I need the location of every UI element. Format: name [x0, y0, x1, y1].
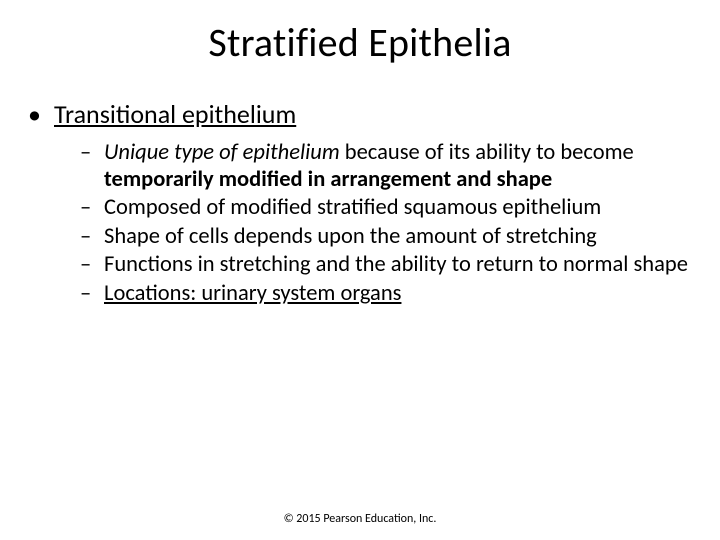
- bullet-l2-glyph: –: [80, 195, 104, 222]
- text-run: Shape of cells depends upon the amount o…: [104, 223, 597, 250]
- bullet-l2-glyph: –: [80, 281, 104, 308]
- text-run: Composed of modified stratified squamous…: [104, 194, 601, 221]
- bullet-l2-glyph: –: [80, 140, 104, 167]
- bullet-l1-glyph: •: [28, 99, 54, 130]
- text-run: Unique type of epithelium: [104, 139, 340, 166]
- bullet-l2-text: Unique type of epithelium because of its…: [104, 140, 692, 193]
- slide-title: Stratified Epithelia: [0, 18, 720, 67]
- bullet-level2: –Shape of cells depends upon the amount …: [80, 224, 692, 251]
- bullet-level1: • Transitional epithelium: [28, 99, 692, 130]
- bullet-l2-glyph: –: [80, 252, 104, 279]
- text-run: because of its ability to become: [340, 139, 634, 166]
- text-run: Locations: urinary system organs: [104, 280, 401, 307]
- bullet-level2: –Unique type of epithelium because of it…: [80, 140, 692, 193]
- bullet-level2: –Functions in stretching and the ability…: [80, 252, 692, 279]
- bullet-l2-text: Functions in stretching and the ability …: [104, 252, 692, 279]
- bullet-level2-list: –Unique type of epithelium because of it…: [28, 140, 692, 307]
- bullet-level2: –Locations: urinary system organs: [80, 281, 692, 308]
- bullet-level2: –Composed of modified stratified squamou…: [80, 195, 692, 222]
- text-run: temporarily modified in arrangement and …: [104, 166, 552, 193]
- slide: Stratified Epithelia • Transitional epit…: [0, 18, 720, 540]
- bullet-l1-text: Transitional epithelium: [54, 99, 692, 130]
- bullet-l2-text: Composed of modified stratified squamous…: [104, 195, 692, 222]
- copyright-footer: © 2015 Pearson Education, Inc.: [0, 512, 720, 526]
- text-run: Functions in stretching and the ability …: [104, 251, 688, 278]
- bullet-l2-text: Locations: urinary system organs: [104, 281, 692, 308]
- bullet-l2-text: Shape of cells depends upon the amount o…: [104, 224, 692, 251]
- slide-body: • Transitional epithelium –Unique type o…: [0, 99, 720, 307]
- bullet-l2-glyph: –: [80, 224, 104, 251]
